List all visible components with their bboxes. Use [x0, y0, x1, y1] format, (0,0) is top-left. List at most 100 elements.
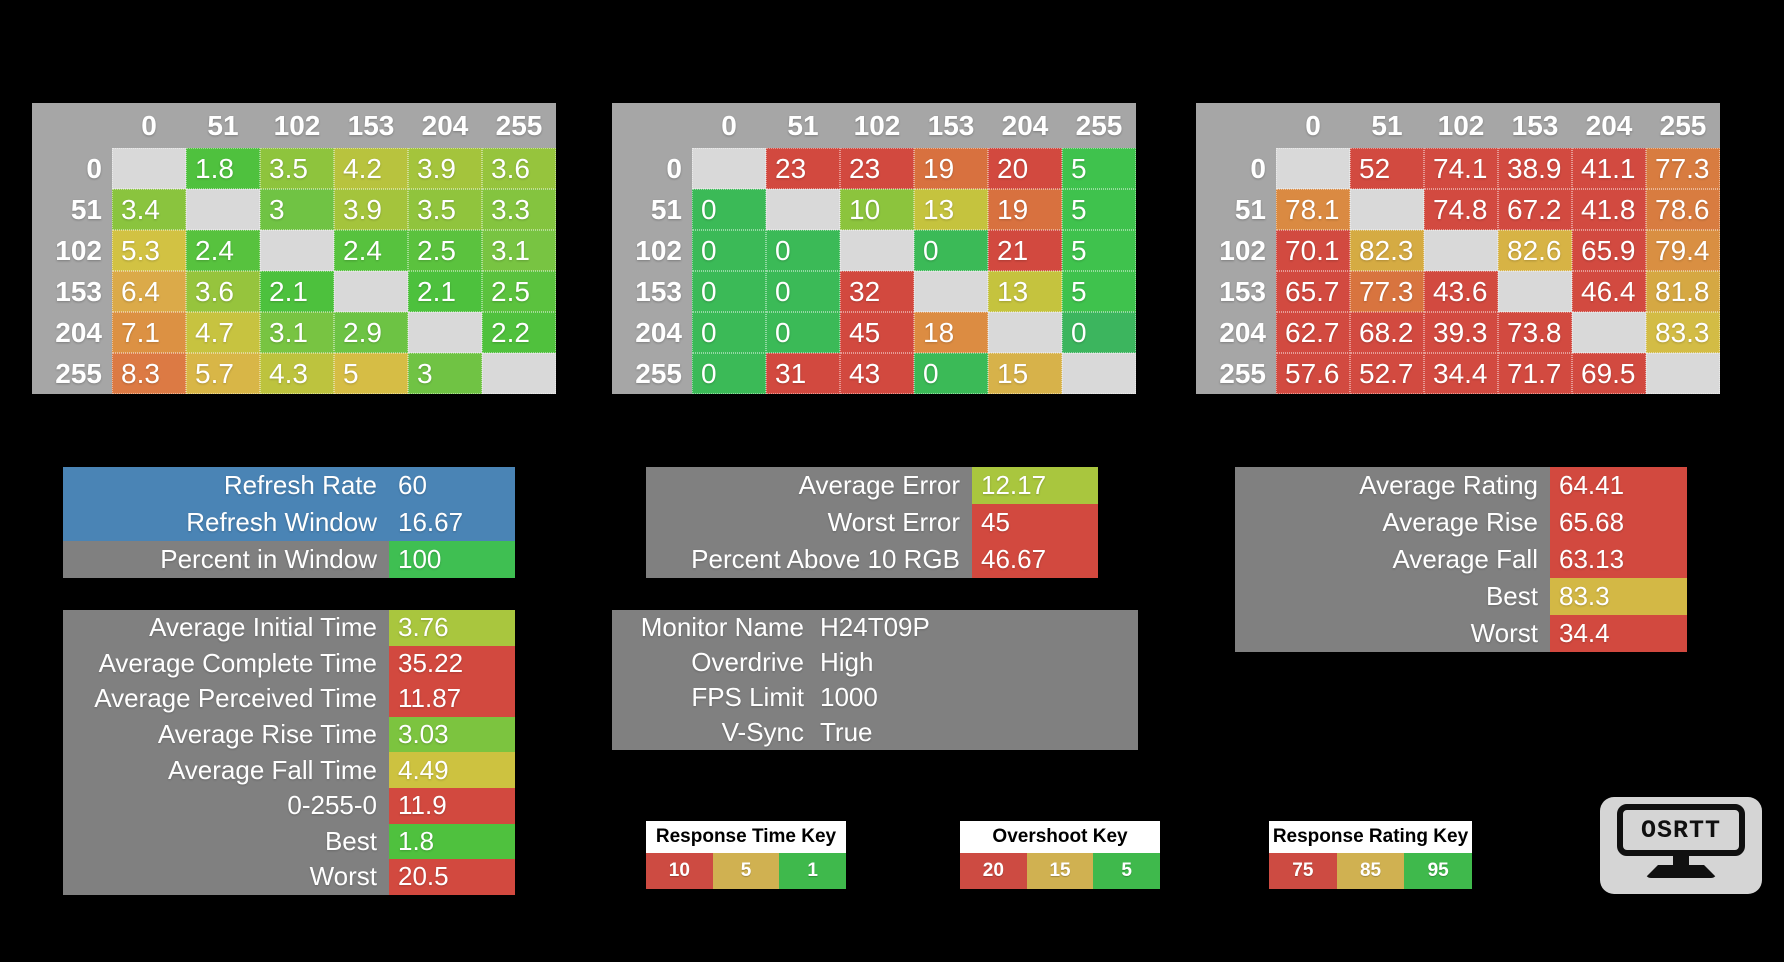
row-header: 51	[650, 193, 682, 225]
osrtt-logo: OSRTT	[1600, 797, 1762, 894]
stat-label: Monitor Name	[640, 612, 804, 642]
key-swatch: 75	[1269, 853, 1337, 889]
stat-value: 16.67	[389, 504, 515, 541]
heatmap-cell: 3.5	[408, 189, 482, 230]
heatmap-cell: 38.9	[1498, 148, 1572, 189]
stat-label: Worst	[1235, 615, 1550, 652]
heatmap-cell: 2.9	[334, 312, 408, 353]
stat-label: 0-255-0	[63, 787, 389, 824]
column-header: 255	[1075, 109, 1123, 141]
stat-label: Percent Above 10 RGB	[646, 541, 972, 578]
panel-response-rating: Average Rating 64.41 Average Rise 65.68 Aver…	[1235, 467, 1687, 652]
heatmap-cell: 41.8	[1572, 189, 1646, 230]
key-swatches: 75 85 95	[1269, 853, 1473, 889]
stat-row: 0-255-0 11.9	[63, 787, 515, 824]
stat-row: Average Rise 65.68	[1235, 504, 1687, 541]
row-header: 255	[1219, 357, 1266, 389]
heatmap-cell: 2.1	[408, 271, 482, 312]
column-header: 153	[927, 109, 975, 141]
stat-label: Best	[63, 823, 389, 860]
heatmap-cell: 5.3	[112, 230, 186, 271]
heatmap-cell: 82.3	[1350, 230, 1424, 271]
heatmap-cell: 1.8	[186, 148, 260, 189]
key-swatch: 95	[1404, 853, 1473, 889]
heatmap-cell: 52	[1350, 148, 1424, 189]
heatmap-cell: 5	[1062, 189, 1136, 230]
heatmap-cell: 71.7	[1498, 353, 1572, 394]
key-swatch: 5	[1093, 853, 1161, 889]
stat-row: Average Fall Time 4.49	[63, 752, 515, 788]
row-header: 204	[1219, 316, 1266, 348]
heatmap-cell: 23	[766, 148, 840, 189]
stat-label: Overdrive	[691, 647, 804, 677]
row-header: 255	[635, 357, 682, 389]
heatmap-cell: 77.3	[1350, 271, 1424, 312]
heatmap-cell: 20	[988, 148, 1062, 189]
stat-row: Average Rating 64.41	[1235, 467, 1687, 504]
heatmap-cell: 0	[692, 353, 766, 394]
stat-label: Average Fall Time	[63, 752, 389, 788]
monitor-stand-base	[1645, 865, 1717, 878]
heatmap-cell: 7.1	[112, 312, 186, 353]
stat-label: Average Rise	[1235, 504, 1550, 541]
heatmap-cell	[482, 353, 556, 394]
stat-value: 1000	[820, 682, 878, 712]
heatmap-cell: 0	[692, 312, 766, 353]
logo-text: OSRTT	[1640, 815, 1721, 845]
heatmap-cell: 5	[334, 353, 408, 394]
heatmap-cell	[260, 230, 334, 271]
heatmap-cell: 3.6	[482, 148, 556, 189]
heatmap-cell: 23	[840, 148, 914, 189]
heatmap-cell: 39.3	[1424, 312, 1498, 353]
heatmap-corner	[1196, 103, 1276, 148]
stat-value: 11.87	[389, 681, 515, 717]
heatmap-cell: 0	[914, 353, 988, 394]
panel-refresh-rate: Refresh Rate 60 Refresh Window 16.67 Percent…	[63, 467, 515, 578]
stat-value: High	[820, 647, 874, 677]
heatmap-cell	[1350, 189, 1424, 230]
heatmap-cell: 62.7	[1276, 312, 1350, 353]
stat-value: True	[820, 717, 873, 747]
row-header: 255	[55, 357, 102, 389]
stat-value: 35.22	[389, 645, 515, 682]
column-header: 51	[1371, 109, 1403, 141]
key-title: Response Rating Key	[1269, 821, 1472, 853]
stat-value: 3.76	[389, 610, 515, 646]
key-swatch: 1	[779, 853, 847, 889]
stat-value: H24T09P	[820, 612, 930, 642]
heatmap-cell	[988, 312, 1062, 353]
stat-row: Average Fall 63.13	[1235, 541, 1687, 578]
overshoot-key: Overshoot Key 20 15 5	[960, 821, 1161, 889]
stat-label: Average Perceived Time	[63, 681, 389, 717]
heatmap-cell	[112, 148, 186, 189]
heatmap-cell: 2.1	[260, 271, 334, 312]
heatmap-cell: 67.2	[1498, 189, 1572, 230]
heatmap-cell: 3	[408, 353, 482, 394]
heatmap-cell: 77.3	[1646, 148, 1720, 189]
row-header: 102	[55, 234, 102, 266]
key-swatch: 15	[1026, 853, 1094, 889]
heatmap-cell: 3.3	[482, 189, 556, 230]
stat-row: Best 83.3	[1235, 578, 1687, 615]
stat-value: 20.5	[389, 859, 515, 895]
column-header: 255	[495, 109, 543, 141]
heatmap-cell: 21	[988, 230, 1062, 271]
heatmap-cell: 68.2	[1350, 312, 1424, 353]
heatmap-corner	[612, 103, 692, 148]
heatmap-cell: 10	[840, 189, 914, 230]
heatmap-cell: 43	[840, 353, 914, 394]
stat-row: Refresh Window 16.67	[63, 504, 515, 541]
key-swatches: 10 5 1	[646, 853, 847, 889]
row-header: 153	[635, 275, 682, 307]
heatmap-cell: 83.3	[1646, 312, 1720, 353]
heatmap-cell: 69.5	[1572, 353, 1646, 394]
key-swatch: 85	[1336, 853, 1405, 889]
stat-value: 12.17	[972, 467, 1098, 504]
heatmap-response-rating: 0 51 102 153 204 255 0 52 74.1 38.9 41.1 77.3 51 78.1…	[1196, 103, 1720, 394]
stat-label: Refresh Rate	[63, 467, 389, 504]
column-header: 0	[1305, 109, 1321, 141]
column-header: 0	[721, 109, 737, 141]
heatmap-cell	[1062, 353, 1136, 394]
stat-row: Worst Error 45	[646, 504, 1098, 541]
heatmap-cell	[1276, 148, 1350, 189]
